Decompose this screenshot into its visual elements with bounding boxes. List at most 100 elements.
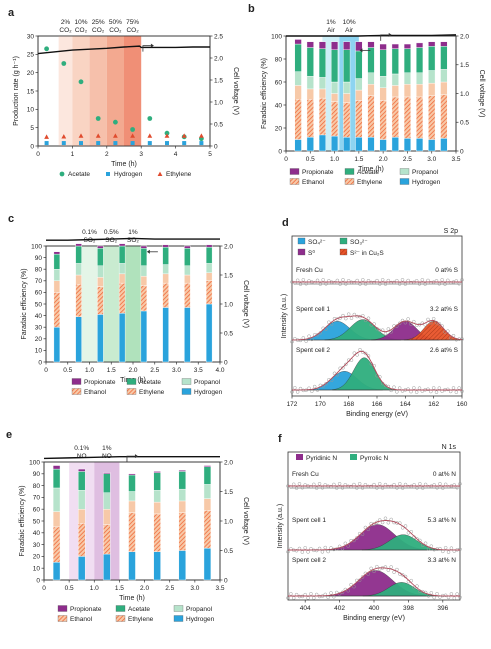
bar-segment-hydrogen <box>53 327 61 363</box>
raw-data-point <box>332 371 337 376</box>
raw-data-point <box>406 317 410 321</box>
panel-f: f 404 402 400 398 396 Binding energy (eV) Inten… <box>277 433 462 622</box>
bar-segment-acetate <box>128 474 136 492</box>
legend-entry: Hydrogen <box>114 171 143 178</box>
bar-segment-hydrogen <box>306 136 314 152</box>
raw-data-point <box>337 482 342 486</box>
bar-segment-hydrogen <box>78 556 86 581</box>
bar-segment-ethanol <box>162 273 169 284</box>
raw-data-point <box>338 282 342 286</box>
condition-label: 10% <box>74 19 87 26</box>
y-tick-label: 80 <box>33 483 41 490</box>
x-tick-label: 0 <box>284 156 288 163</box>
y2-tick-label: 1.0 <box>460 91 469 98</box>
raw-data-point <box>403 282 408 286</box>
bar-segment-propionate <box>97 245 104 249</box>
spectrum-content: 0 at% S <box>435 267 458 274</box>
condition-gas: Air <box>327 27 336 34</box>
raw-data-point <box>446 550 451 554</box>
y2-tick-label: 1.0 <box>224 518 233 525</box>
bar-segment-propanol <box>75 263 82 276</box>
bar-segment-propionate <box>205 244 213 248</box>
x-tick-label: 1.5 <box>115 585 124 592</box>
y-axis-label: Intensity (a.u.) <box>277 504 284 548</box>
bar-segment-propanol <box>318 77 326 90</box>
raw-data-point <box>303 546 307 550</box>
acetate-point <box>95 116 101 121</box>
legend-entry: Propanol <box>186 606 213 613</box>
y-tick-label: 25 <box>27 52 35 59</box>
bar-segment-ethylene <box>331 101 339 137</box>
raw-data-point <box>312 281 317 285</box>
raw-data-point <box>341 366 345 370</box>
y-axis-label: Faradaic efficiency (%) <box>19 485 26 556</box>
bar-segment-acetate <box>306 47 314 77</box>
panel-letter: f <box>278 433 282 445</box>
raw-data-point <box>375 486 379 490</box>
spectrum-label: Spent cell 1 <box>296 306 330 313</box>
plot-frame <box>291 235 463 397</box>
ethylene-point <box>61 134 67 139</box>
raw-data-point <box>448 336 453 340</box>
raw-data-point <box>357 482 362 486</box>
ethylene-point <box>78 133 84 138</box>
raw-data-point <box>383 282 388 286</box>
raw-data-point <box>372 280 376 285</box>
spectrum-content: 3.3 at% N <box>427 557 456 564</box>
bar-segment-propionate <box>416 42 424 48</box>
raw-data-point <box>380 520 385 525</box>
raw-data-point <box>355 486 359 490</box>
legend-entry: Ethanol <box>302 179 325 186</box>
bar-segment-propionate <box>52 465 61 470</box>
bar-segment-propionate <box>294 39 302 45</box>
panel-e: e 0 0.5 1.0 1.5 2.0 2.5 3.0 3.5 Time (h) 0 10 20 30 40… <box>6 429 249 623</box>
raw-data-point <box>301 278 306 282</box>
raw-data-point <box>293 386 297 390</box>
raw-data-point <box>291 482 296 487</box>
raw-data-point <box>320 550 325 554</box>
x-tick-label: 2.5 <box>403 156 412 163</box>
raw-data-point <box>383 565 388 569</box>
y2-tick-label: 1.0 <box>214 99 223 106</box>
raw-data-point <box>443 482 448 487</box>
raw-data-point <box>307 334 311 338</box>
y2-tick-label: 1.0 <box>224 301 233 308</box>
x-tick-label: 4.0 <box>215 367 224 374</box>
raw-data-point <box>306 550 310 554</box>
raw-data-point <box>352 584 356 589</box>
bar-segment-acetate <box>162 246 169 265</box>
condition-label: 0.1% <box>82 229 97 236</box>
bar-segment-ethylene <box>184 282 191 308</box>
legend-swatch <box>297 248 306 256</box>
y2-tick-label: 1.5 <box>460 62 469 69</box>
bar-segment-ethylene <box>367 95 375 138</box>
raw-data-point <box>441 549 445 554</box>
raw-data-point <box>392 570 396 574</box>
axis-arrow-head <box>359 48 363 53</box>
raw-data-point <box>446 278 450 283</box>
bar-segment-acetate <box>367 47 375 73</box>
legend-entry: Acetate <box>128 606 150 613</box>
x-axis-label: Time (h) <box>119 595 145 602</box>
bar-segment-ethanol <box>153 501 161 515</box>
bar-segment-ethylene <box>355 100 363 138</box>
bar-segment-acetate <box>440 46 448 70</box>
legend-swatch <box>115 605 126 612</box>
raw-data-point <box>318 282 323 286</box>
bar-segment-hydrogen <box>103 553 111 581</box>
raw-data-point <box>324 381 328 386</box>
x-tick-label: 1.5 <box>107 367 116 374</box>
y-axis-label: Faradaic efficiency (%) <box>261 58 268 129</box>
bar-segment-propanol <box>97 265 104 278</box>
bar-segment-propanol <box>294 71 302 86</box>
fit-envelope <box>291 315 463 341</box>
legend-swatch <box>71 378 82 385</box>
y-tick-label: 80 <box>275 56 283 63</box>
ethylene-point <box>95 133 101 138</box>
bar-segment-propionate <box>367 41 375 48</box>
x-tick-label: 0.5 <box>306 156 315 163</box>
condition-gas: Air <box>345 27 354 34</box>
legend-swatch <box>57 615 68 622</box>
raw-data-point <box>326 549 330 554</box>
raw-data-point <box>309 485 313 489</box>
